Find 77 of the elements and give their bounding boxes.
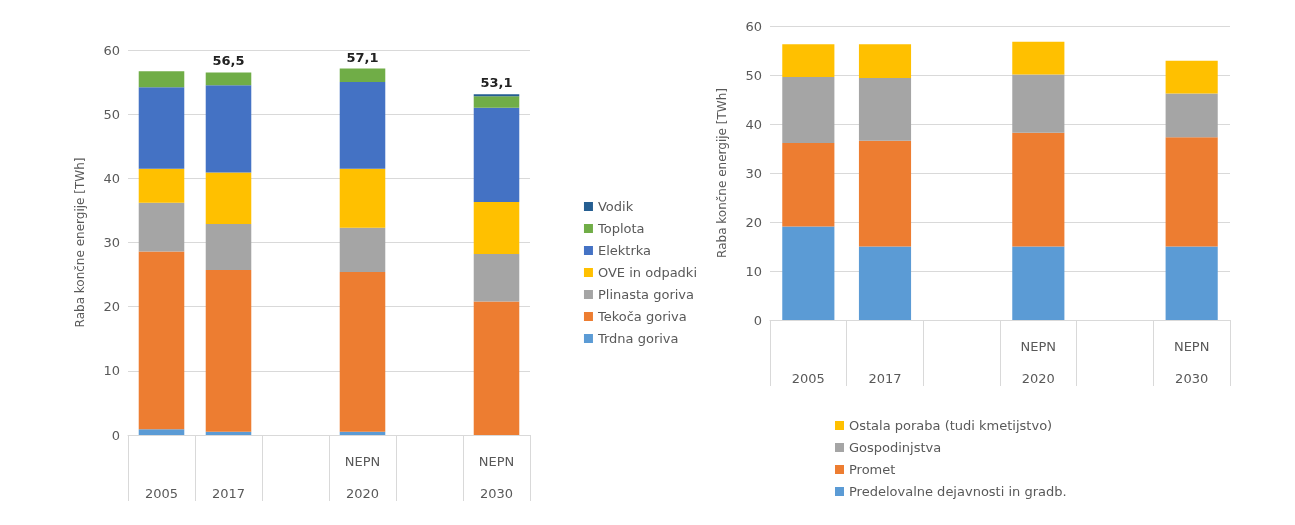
bar [339, 168, 386, 228]
legend-label: Gospodinjstva [849, 440, 942, 455]
bar [205, 72, 252, 86]
bar [339, 227, 386, 273]
bar [858, 77, 912, 141]
bar [1012, 41, 1065, 75]
total-label: 56,5 [212, 53, 245, 69]
bar [339, 82, 386, 169]
bar [138, 168, 185, 203]
bar [473, 107, 520, 203]
bar [473, 202, 520, 255]
bar [205, 431, 252, 435]
y-tick-label: 60 [745, 18, 762, 34]
total-label: 57,1 [346, 49, 379, 65]
bar [858, 44, 912, 78]
bar [138, 202, 185, 252]
x-tick-label: 2005 [144, 485, 179, 501]
legend-label: Vodik [597, 199, 634, 214]
legend-label: Tekoča goriva [596, 309, 687, 324]
bar [138, 71, 185, 88]
total-label: 53,1 [480, 75, 513, 91]
bar [339, 272, 386, 432]
bar [473, 254, 520, 302]
category-label: NEPN 2020 [344, 453, 381, 501]
bar [1165, 137, 1218, 247]
y-tick-label: 60 [103, 42, 120, 58]
y-axis-title: Raba končne energije [TWh] [73, 157, 87, 328]
y-tick-label: 10 [745, 263, 762, 279]
category-label: NEPN 2020 [1020, 338, 1057, 386]
bar [1012, 74, 1065, 133]
x-tick-label: 2005 [791, 370, 825, 386]
y-tick-label: 20 [103, 299, 120, 315]
bar [138, 251, 185, 430]
y-tick-label: 50 [103, 106, 120, 122]
x-tick-label: 2017 [868, 370, 902, 386]
bar [473, 96, 520, 108]
y-tick-label: 30 [745, 165, 762, 181]
y-tick-label: 20 [745, 214, 762, 230]
legend-label: Plinasta goriva [597, 287, 695, 302]
legend-label: OVE in odpadki [597, 265, 697, 280]
legend-label: Elektrka [597, 243, 652, 258]
bar [138, 429, 185, 435]
y-tick-label: 0 [753, 312, 762, 328]
legend-label: Promet [849, 462, 896, 477]
bar [858, 140, 912, 247]
bar [782, 143, 835, 227]
bar [858, 246, 912, 320]
legend-label: Trdna goriva [596, 331, 679, 346]
bar [1165, 93, 1218, 138]
bar [1165, 246, 1218, 320]
bar [782, 226, 835, 320]
y-axis-title: Raba končne energije [TWh] [715, 88, 729, 258]
y-tick-label: 30 [103, 235, 120, 250]
legend-label: Ostala poraba (tudi kmetijstvo) [849, 418, 1053, 433]
category-label: NEPN 2030 [478, 453, 515, 501]
bar [782, 76, 835, 144]
bar [1012, 246, 1065, 320]
bar [205, 172, 252, 224]
bar [138, 87, 185, 169]
bar [339, 431, 386, 435]
legend-label: Toplota [596, 221, 645, 236]
y-tick-label: 50 [745, 67, 762, 83]
bar [782, 44, 835, 77]
y-tick-label: 0 [111, 427, 120, 443]
legend-label: Predelovalne dejavnosti in gradb. [849, 484, 1067, 499]
x-tick-label: 2017 [211, 485, 246, 501]
y-tick-label: 40 [745, 116, 762, 132]
y-tick-label: 40 [103, 170, 120, 186]
bar [473, 301, 520, 435]
bar [205, 270, 252, 432]
bar [205, 85, 252, 173]
bar [205, 223, 252, 271]
y-tick-label: 10 [103, 363, 120, 379]
bar [1165, 60, 1218, 94]
bar [1012, 132, 1065, 247]
bar [339, 68, 386, 83]
category-label: NEPN 2030 [1173, 338, 1210, 386]
